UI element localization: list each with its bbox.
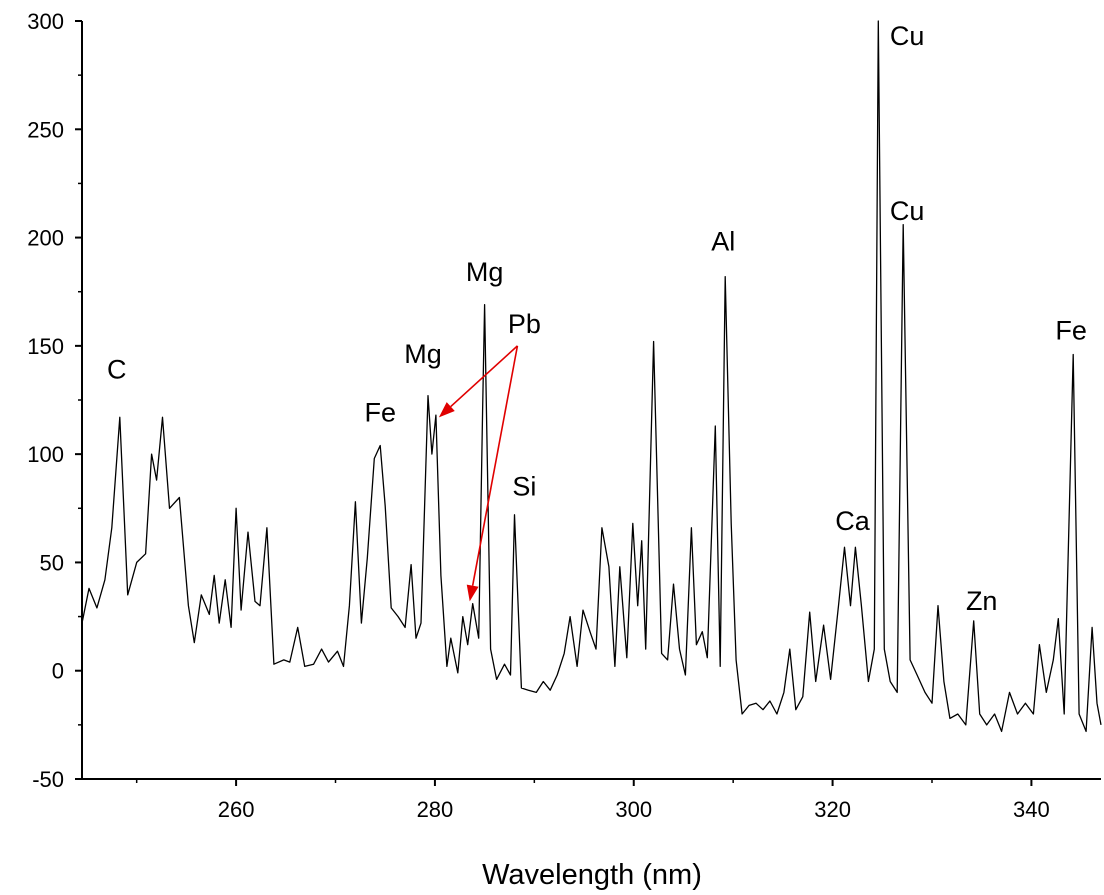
- y-tick-label: -50: [32, 767, 64, 792]
- pb-arrow-line: [450, 345, 518, 408]
- y-tick-label: 100: [27, 442, 64, 467]
- peak-label: Ca: [835, 506, 870, 536]
- y-tick-label: 250: [27, 117, 64, 142]
- x-tick-label: 280: [417, 797, 454, 822]
- peak-label: Mg: [466, 257, 504, 287]
- pb-arrow-head: [466, 584, 479, 602]
- peak-label: Cu: [890, 196, 925, 226]
- peak-label: Cu: [890, 21, 925, 51]
- y-tick-label: 50: [40, 550, 64, 575]
- y-tick-label: 200: [27, 226, 64, 251]
- peak-label: Zn: [966, 586, 998, 616]
- peak-label: Pb: [508, 309, 541, 339]
- y-tick-label: 300: [27, 9, 64, 34]
- series-layer: [81, 20, 1102, 733]
- x-tick-label: 340: [1013, 797, 1050, 822]
- peak-label: Fe: [364, 398, 396, 428]
- pb-arrow-head: [438, 402, 455, 418]
- x-tick-label: 260: [218, 797, 255, 822]
- peak-label: Al: [711, 227, 735, 257]
- axes: -50 0 50 100 150 200 250 300 260 280 300 320 340: [27, 9, 1101, 822]
- y-tick-label: 0: [52, 659, 64, 684]
- y-tick-label: 150: [27, 334, 64, 359]
- peak-label: Fe: [1055, 315, 1087, 345]
- x-tick-label: 320: [814, 797, 851, 822]
- peak-label: Mg: [404, 339, 442, 369]
- spectrum-line: [81, 20, 1102, 733]
- peak-label: C: [107, 354, 127, 384]
- pb-arrow-line: [471, 345, 519, 586]
- peak-label: Si: [512, 471, 536, 501]
- x-axis-title: Wavelength (nm): [482, 859, 702, 891]
- x-tick-label: 300: [615, 797, 652, 822]
